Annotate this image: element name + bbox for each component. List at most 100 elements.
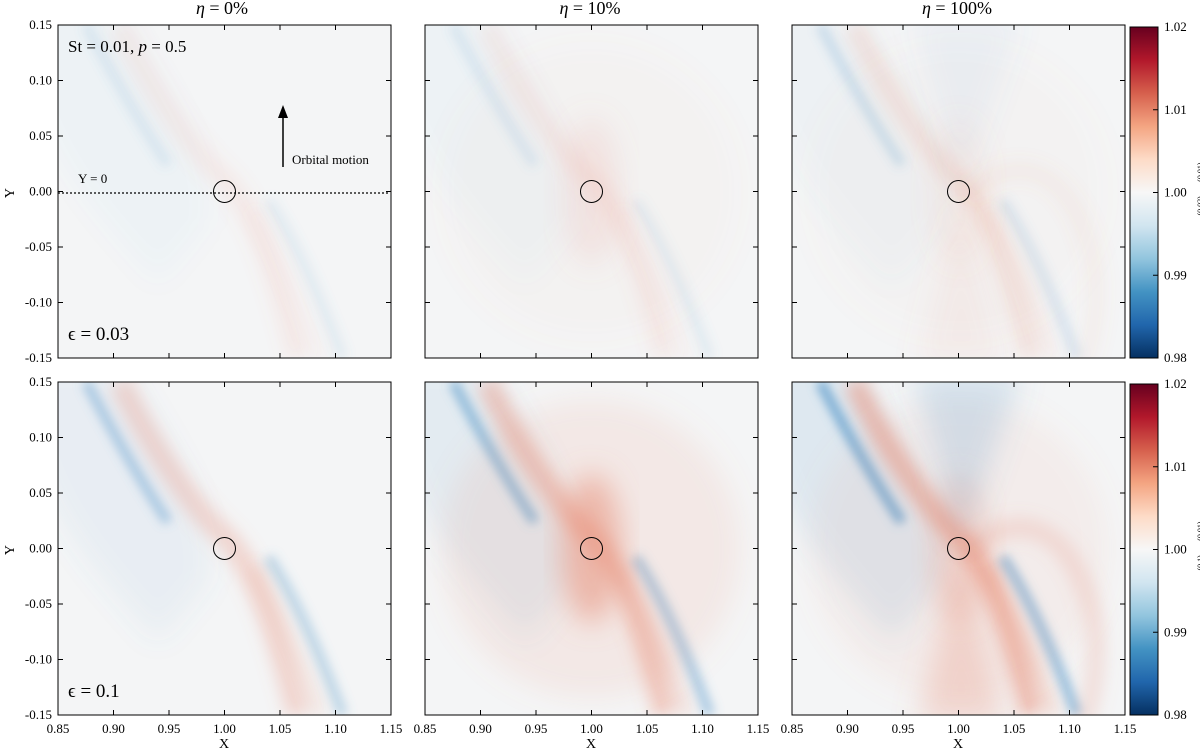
- colorbar-tick-label: 0.99: [1164, 624, 1187, 639]
- wake-blue-outer: [263, 196, 349, 358]
- x-tick-label: 0.85: [414, 721, 437, 736]
- x-tick-label: 1.05: [269, 721, 292, 736]
- colorbar-tick-label: 1.00: [1164, 185, 1187, 200]
- x-tick-label: 0.95: [892, 721, 915, 736]
- colorbar-tick-label: 1.01: [1164, 102, 1187, 117]
- panel-r2-c2: 0.85 0.90 0.95 1.00 1.05 1.10 1.15: [414, 381, 770, 736]
- heatmap-field: [442, 25, 742, 358]
- shoulder-red-band: [960, 517, 1107, 715]
- y-tick-label: 0.10: [29, 430, 52, 445]
- axis-ticks: [424, 24, 759, 359]
- x-tick-label: 1.15: [380, 721, 403, 736]
- y-tick-label: 0.10: [29, 73, 52, 88]
- planet-circle: [947, 180, 970, 203]
- x-axis-label-1: X: [219, 737, 229, 751]
- wake-blue-inner: [448, 25, 540, 168]
- heatmap-field: [792, 25, 1107, 358]
- polar-red-wedge: [919, 195, 1005, 358]
- epsilon-label-top: ϵ = 0.03: [68, 324, 129, 345]
- colorbar-tick-label: 0.98: [1164, 707, 1187, 722]
- panel-r2-c3: 0.85 0.90 0.95 1.00 1.05 1.10 1.15: [781, 381, 1137, 736]
- colorbar-tick-label: 1.00: [1164, 542, 1187, 557]
- wake-blue-inner: [815, 25, 907, 168]
- x-tick-label: 1.10: [1058, 721, 1081, 736]
- panel-r1-c1: 0.15 0.10 0.05 0.00 -0.05 -0.10 -0.15: [25, 17, 392, 365]
- shoulder-red-band: [960, 160, 1107, 358]
- x-tick-label: 1.15: [747, 721, 770, 736]
- colorbar-tick-label: 0.99: [1164, 267, 1187, 282]
- x-axis-label-3: X: [953, 737, 963, 751]
- x-tick-label: 1.10: [324, 721, 347, 736]
- y-tick-label: 0.05: [29, 128, 52, 143]
- planet-circle: [213, 180, 236, 203]
- wake-red-band: [110, 25, 309, 358]
- axis-ticks: 0.85 0.90 0.95 1.00 1.05 1.10 1.15 0.15 0.10 0.05…: [25, 374, 402, 736]
- wake-blue-wash: [792, 25, 944, 285]
- colorbar-top: 1.02 1.01 1.00 0.99 0.98 Σ(0.03)g / Σ(0.01)g: [1129, 19, 1200, 365]
- axis-ticks: 0.85 0.90 0.95 1.00 1.05 1.10 1.15: [414, 381, 770, 736]
- colorbar-label: Σ(0.1)g / Σ(0.01)g: [1196, 521, 1200, 577]
- params-label: St = 0.01, p = 0.5: [68, 37, 186, 56]
- heatmap-field: [58, 382, 349, 715]
- planet-circle: [947, 537, 970, 560]
- y-tick-label: 0.05: [29, 485, 52, 500]
- y-tick-label: -0.05: [25, 596, 52, 611]
- horseshoe-warm-region: [441, 398, 742, 699]
- wake-blue-outer: [997, 196, 1083, 358]
- epsilon-label-bottom: ϵ = 0.1: [68, 681, 120, 702]
- x-tick-label: 1.10: [691, 721, 714, 736]
- x-tick-label: 0.90: [836, 721, 859, 736]
- y-axis-label-bottom: Y: [3, 545, 18, 555]
- panel-r2-c1: 0.85 0.90 0.95 1.00 1.05 1.10 1.15 0.15 0.10 0.05…: [25, 374, 402, 736]
- y-tick-label: 0.00: [29, 184, 52, 199]
- y-tick-label: 0.15: [29, 374, 52, 389]
- x-tick-label: 0.95: [158, 721, 181, 736]
- colorbar-tick-label: 1.02: [1164, 19, 1187, 34]
- y-zero-label: Y = 0: [78, 171, 107, 186]
- horseshoe-warm-region: [808, 398, 1109, 699]
- x-tick-label: 0.85: [781, 721, 804, 736]
- annotations: St = 0.01, p = 0.5 ϵ = 0.03 ϵ = 0.1 Orbi…: [58, 37, 390, 702]
- column-title-3: η = 100%: [922, 0, 992, 18]
- planet-overdensity: [928, 116, 989, 267]
- y-axis-label-top: Y: [3, 188, 18, 198]
- planet-circle: [580, 537, 603, 560]
- axis-ticks: 0.15 0.10 0.05 0.00 -0.05 -0.10 -0.15: [25, 17, 392, 365]
- planet-circle: [580, 180, 603, 203]
- x-tick-label: 1.00: [947, 721, 970, 736]
- y-tick-label: 0.00: [29, 541, 52, 556]
- heatmap-field: [425, 382, 742, 715]
- planet-overdensity: [561, 116, 622, 267]
- arrow-head-icon: [278, 105, 288, 118]
- colorbar-tick-label: 1.01: [1164, 459, 1187, 474]
- panel-r1-c2: [424, 24, 759, 359]
- colorbar-tick-label: 1.02: [1164, 376, 1187, 391]
- wake-blue-inner: [81, 382, 173, 525]
- y-tick-label: -0.10: [25, 652, 52, 667]
- y-tick-label: -0.15: [25, 350, 52, 365]
- column-title-2: η = 10%: [559, 0, 620, 18]
- heatmap-field: [81, 25, 349, 358]
- polar-red-wedge: [919, 552, 1005, 715]
- axis-ticks: 0.85 0.90 0.95 1.00 1.05 1.10 1.15: [781, 381, 1137, 736]
- column-titles: η = 0% η = 10% η = 100%: [196, 0, 992, 18]
- y-tick-label: -0.05: [25, 239, 52, 254]
- column-title-1: η = 0%: [196, 0, 248, 18]
- polar-blue-wedge: [914, 25, 1019, 190]
- x-tick-label: 1.05: [636, 721, 659, 736]
- horseshoe-warm-region: [442, 42, 742, 342]
- x-tick-label: 1.00: [213, 721, 236, 736]
- x-tick-label: 0.85: [47, 721, 70, 736]
- wake-red-outer: [981, 207, 1060, 358]
- wake-red-band: [110, 382, 309, 715]
- orbital-motion-label: Orbital motion: [292, 152, 369, 167]
- colorbar-tick-label: 0.98: [1164, 350, 1187, 365]
- wake-red-outer: [614, 207, 693, 358]
- wake-blue-wash: [58, 382, 210, 642]
- wake-blue-inner: [81, 25, 173, 168]
- wake-red-outer: [247, 207, 326, 358]
- y-tick-label: -0.10: [25, 295, 52, 310]
- colorbar-bottom: 1.02 1.01 1.00 0.99 0.98 Σ(0.1)g / Σ(0.01)g: [1129, 376, 1200, 722]
- x-tick-label: 1.15: [1114, 721, 1137, 736]
- heatmap-field: [792, 382, 1109, 715]
